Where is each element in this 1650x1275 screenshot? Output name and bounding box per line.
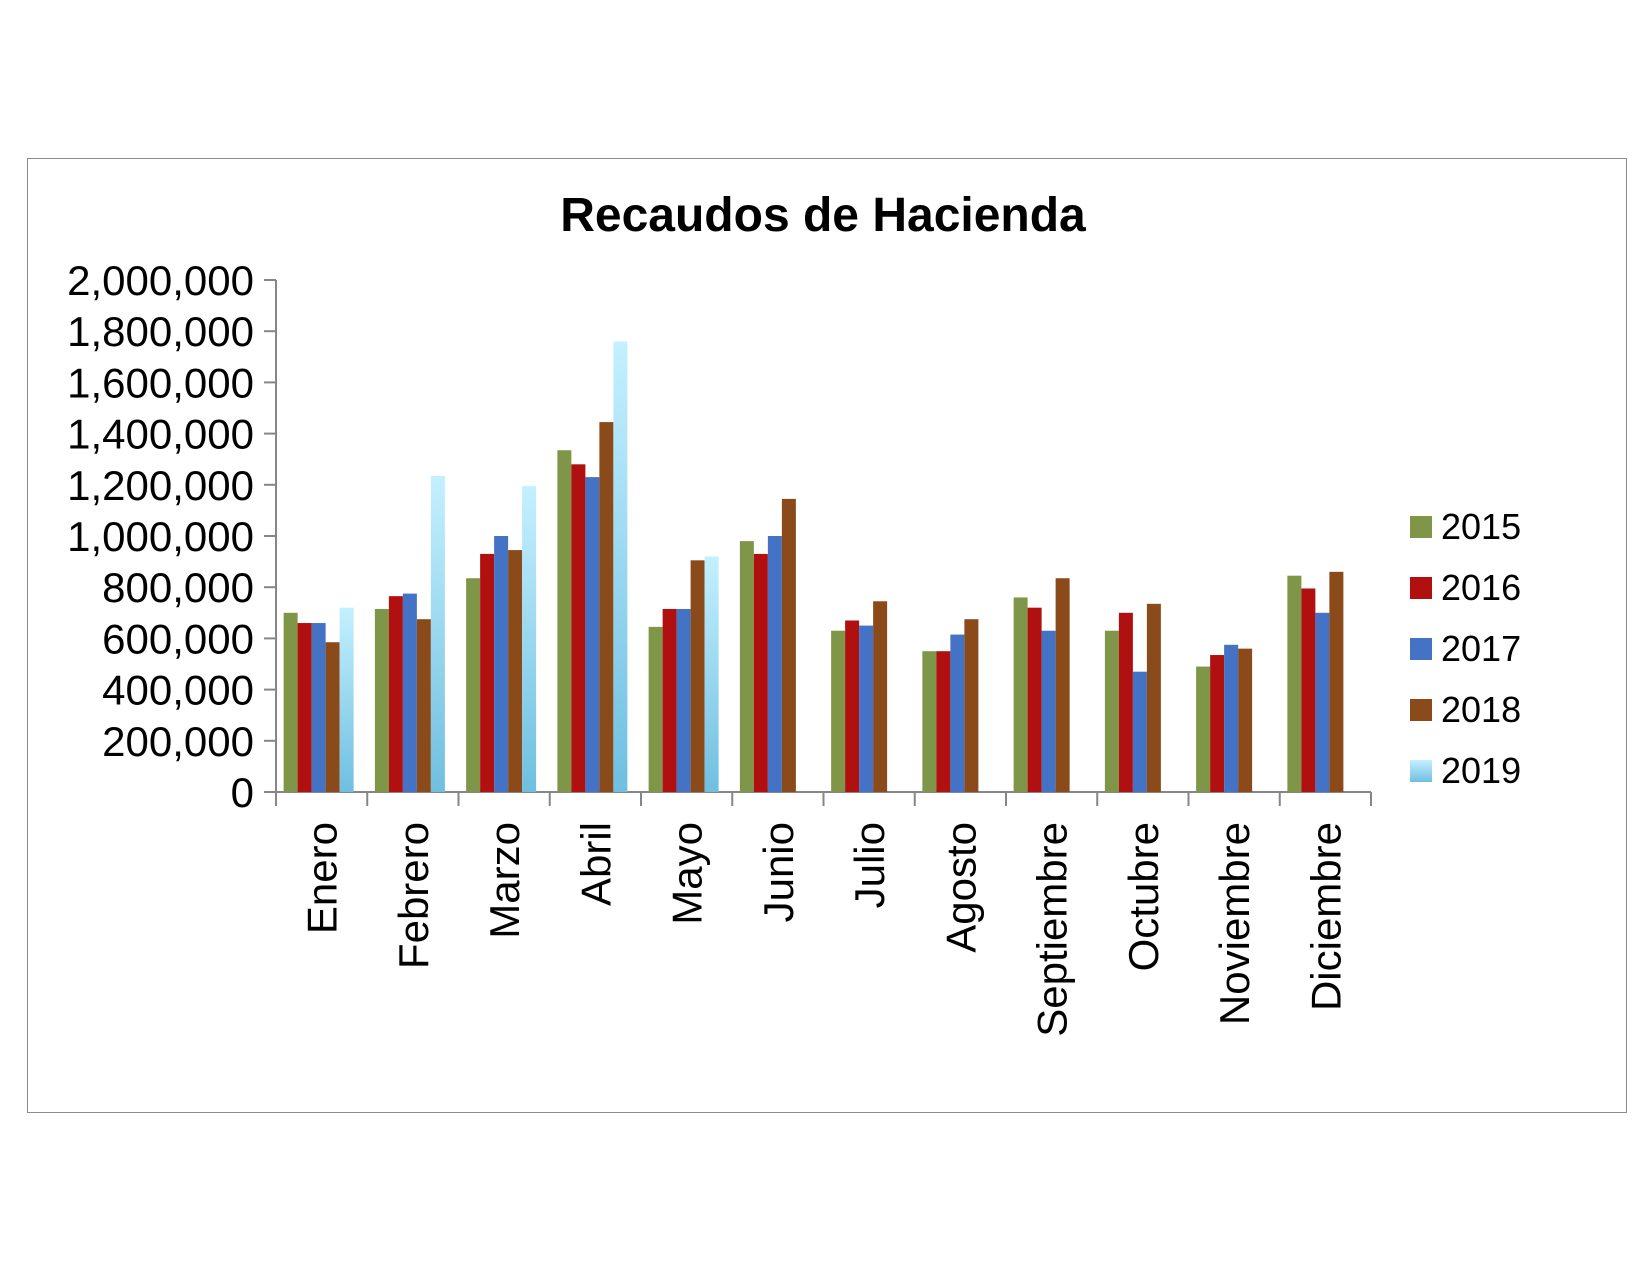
x-tick-label: Marzo xyxy=(481,822,528,939)
bar-2017-julio xyxy=(859,625,874,792)
legend-label-2019: 2019 xyxy=(1441,750,1521,791)
bar-2016-enero xyxy=(297,623,312,792)
legend-swatch-2017 xyxy=(1410,638,1432,660)
x-tick-label: Septiembre xyxy=(1029,822,1076,1037)
bar-2017-abril xyxy=(585,477,600,792)
bar-2017-agosto xyxy=(950,634,965,792)
y-tick-label: 1,800,000 xyxy=(67,308,254,355)
bar-2016-agosto xyxy=(936,651,951,792)
chart-frame: Recaudos de Hacienda 0 200,000 400,000 600,… xyxy=(27,158,1627,1113)
bar-2016-julio xyxy=(845,620,860,792)
bar-2018-octubre xyxy=(1146,603,1161,792)
y-tick-label: 800,000 xyxy=(102,564,254,611)
bar-2017-marzo xyxy=(494,536,509,792)
bar-2015-agosto xyxy=(922,651,937,792)
bar-2017-octubre xyxy=(1132,671,1147,792)
bar-2018-diciembre xyxy=(1329,571,1344,792)
bar-2015-diciembre xyxy=(1287,575,1302,792)
bar-2018-febrero xyxy=(416,619,431,792)
bar-2019-febrero xyxy=(430,475,445,792)
legend-label-2016: 2016 xyxy=(1441,567,1521,608)
x-tick-label: Noviembre xyxy=(1211,822,1258,1025)
bar-2019-mayo xyxy=(704,556,719,792)
y-tick-label: 400,000 xyxy=(102,667,254,714)
legend-swatch-2016 xyxy=(1410,577,1432,599)
y-tick-label: 1,400,000 xyxy=(67,411,254,458)
legend-label-2015: 2015 xyxy=(1441,506,1521,547)
x-tick-label: Febrero xyxy=(390,822,437,969)
x-tick-label: Julio xyxy=(846,822,893,908)
bar-2019-enero xyxy=(339,607,354,792)
bar-2016-octubre xyxy=(1118,612,1133,792)
bar-2015-abril xyxy=(557,450,572,792)
legend-label-2018: 2018 xyxy=(1441,689,1521,730)
x-tick-label: Enero xyxy=(299,822,346,934)
x-tick-label: Abril xyxy=(572,822,619,906)
y-tick-label: 1,200,000 xyxy=(67,462,254,509)
bar-2018-noviembre xyxy=(1238,648,1253,792)
x-tick-label: Agosto xyxy=(937,822,984,953)
legend-swatch-2019 xyxy=(1410,760,1432,782)
bar-2015-junio xyxy=(739,541,754,792)
bar-2016-noviembre xyxy=(1210,655,1225,792)
bar-2018-julio xyxy=(873,601,888,792)
bar-2016-abril xyxy=(571,464,586,792)
y-axis: 0200,000400,000600,000800,0001,000,0001,… xyxy=(67,257,277,816)
bar-2015-enero xyxy=(283,612,298,792)
bar-2017-enero xyxy=(311,623,326,792)
bar-2016-septiembre xyxy=(1027,607,1042,792)
legend-swatch-2018 xyxy=(1410,699,1432,721)
bar-2017-mayo xyxy=(676,608,691,792)
bar-2018-septiembre xyxy=(1055,578,1070,792)
chart-title: Recaudos de Hacienda xyxy=(560,189,1086,242)
bar-2015-febrero xyxy=(374,608,389,792)
bar-2017-febrero xyxy=(402,593,417,792)
bar-2016-diciembre xyxy=(1301,588,1316,792)
x-tick-label: Octubre xyxy=(1120,822,1167,971)
y-tick-label: 0 xyxy=(231,769,254,816)
y-tick-label: 1,000,000 xyxy=(67,513,254,560)
bar-2018-agosto xyxy=(964,619,979,792)
x-tick-label: Junio xyxy=(755,822,802,922)
bar-2019-abril xyxy=(613,341,628,792)
bar-2015-noviembre xyxy=(1196,666,1211,792)
bar-2018-marzo xyxy=(508,550,523,792)
bar-2016-marzo xyxy=(480,553,495,792)
legend-label-2017: 2017 xyxy=(1441,628,1521,669)
bar-2015-julio xyxy=(831,630,846,792)
bar-2017-septiembre xyxy=(1041,630,1056,792)
bar-2016-febrero xyxy=(388,596,403,792)
y-tick-label: 200,000 xyxy=(102,718,254,765)
legend: 2015 2016 2017 2018 2019 xyxy=(1410,506,1521,791)
bar-2018-mayo xyxy=(690,560,705,792)
bar-2017-diciembre xyxy=(1315,612,1330,792)
bar-2018-enero xyxy=(325,642,340,792)
bar-2015-septiembre xyxy=(1013,597,1028,792)
x-axis: Enero Febrero Marzo Abril Mayo Junio Julio Agos… xyxy=(275,791,1372,1037)
x-tick-label: Diciembre xyxy=(1302,822,1349,1011)
bar-2015-mayo xyxy=(648,626,663,792)
bar-2016-mayo xyxy=(662,608,677,792)
bar-2018-junio xyxy=(781,498,796,792)
bars xyxy=(283,341,1344,792)
y-tick-label: 2,000,000 xyxy=(67,257,254,304)
bar-2016-junio xyxy=(753,553,768,792)
bar-2017-noviembre xyxy=(1224,644,1239,792)
bar-2019-marzo xyxy=(522,486,537,792)
y-tick-label: 1,600,000 xyxy=(67,359,254,406)
y-tick-label: 600,000 xyxy=(102,615,254,662)
x-tick-label: Mayo xyxy=(664,822,711,925)
bar-2015-marzo xyxy=(466,578,481,792)
bar-2018-abril xyxy=(599,422,614,792)
legend-swatch-2015 xyxy=(1410,516,1432,538)
bar-2017-junio xyxy=(767,536,782,792)
bar-2015-octubre xyxy=(1104,630,1119,792)
